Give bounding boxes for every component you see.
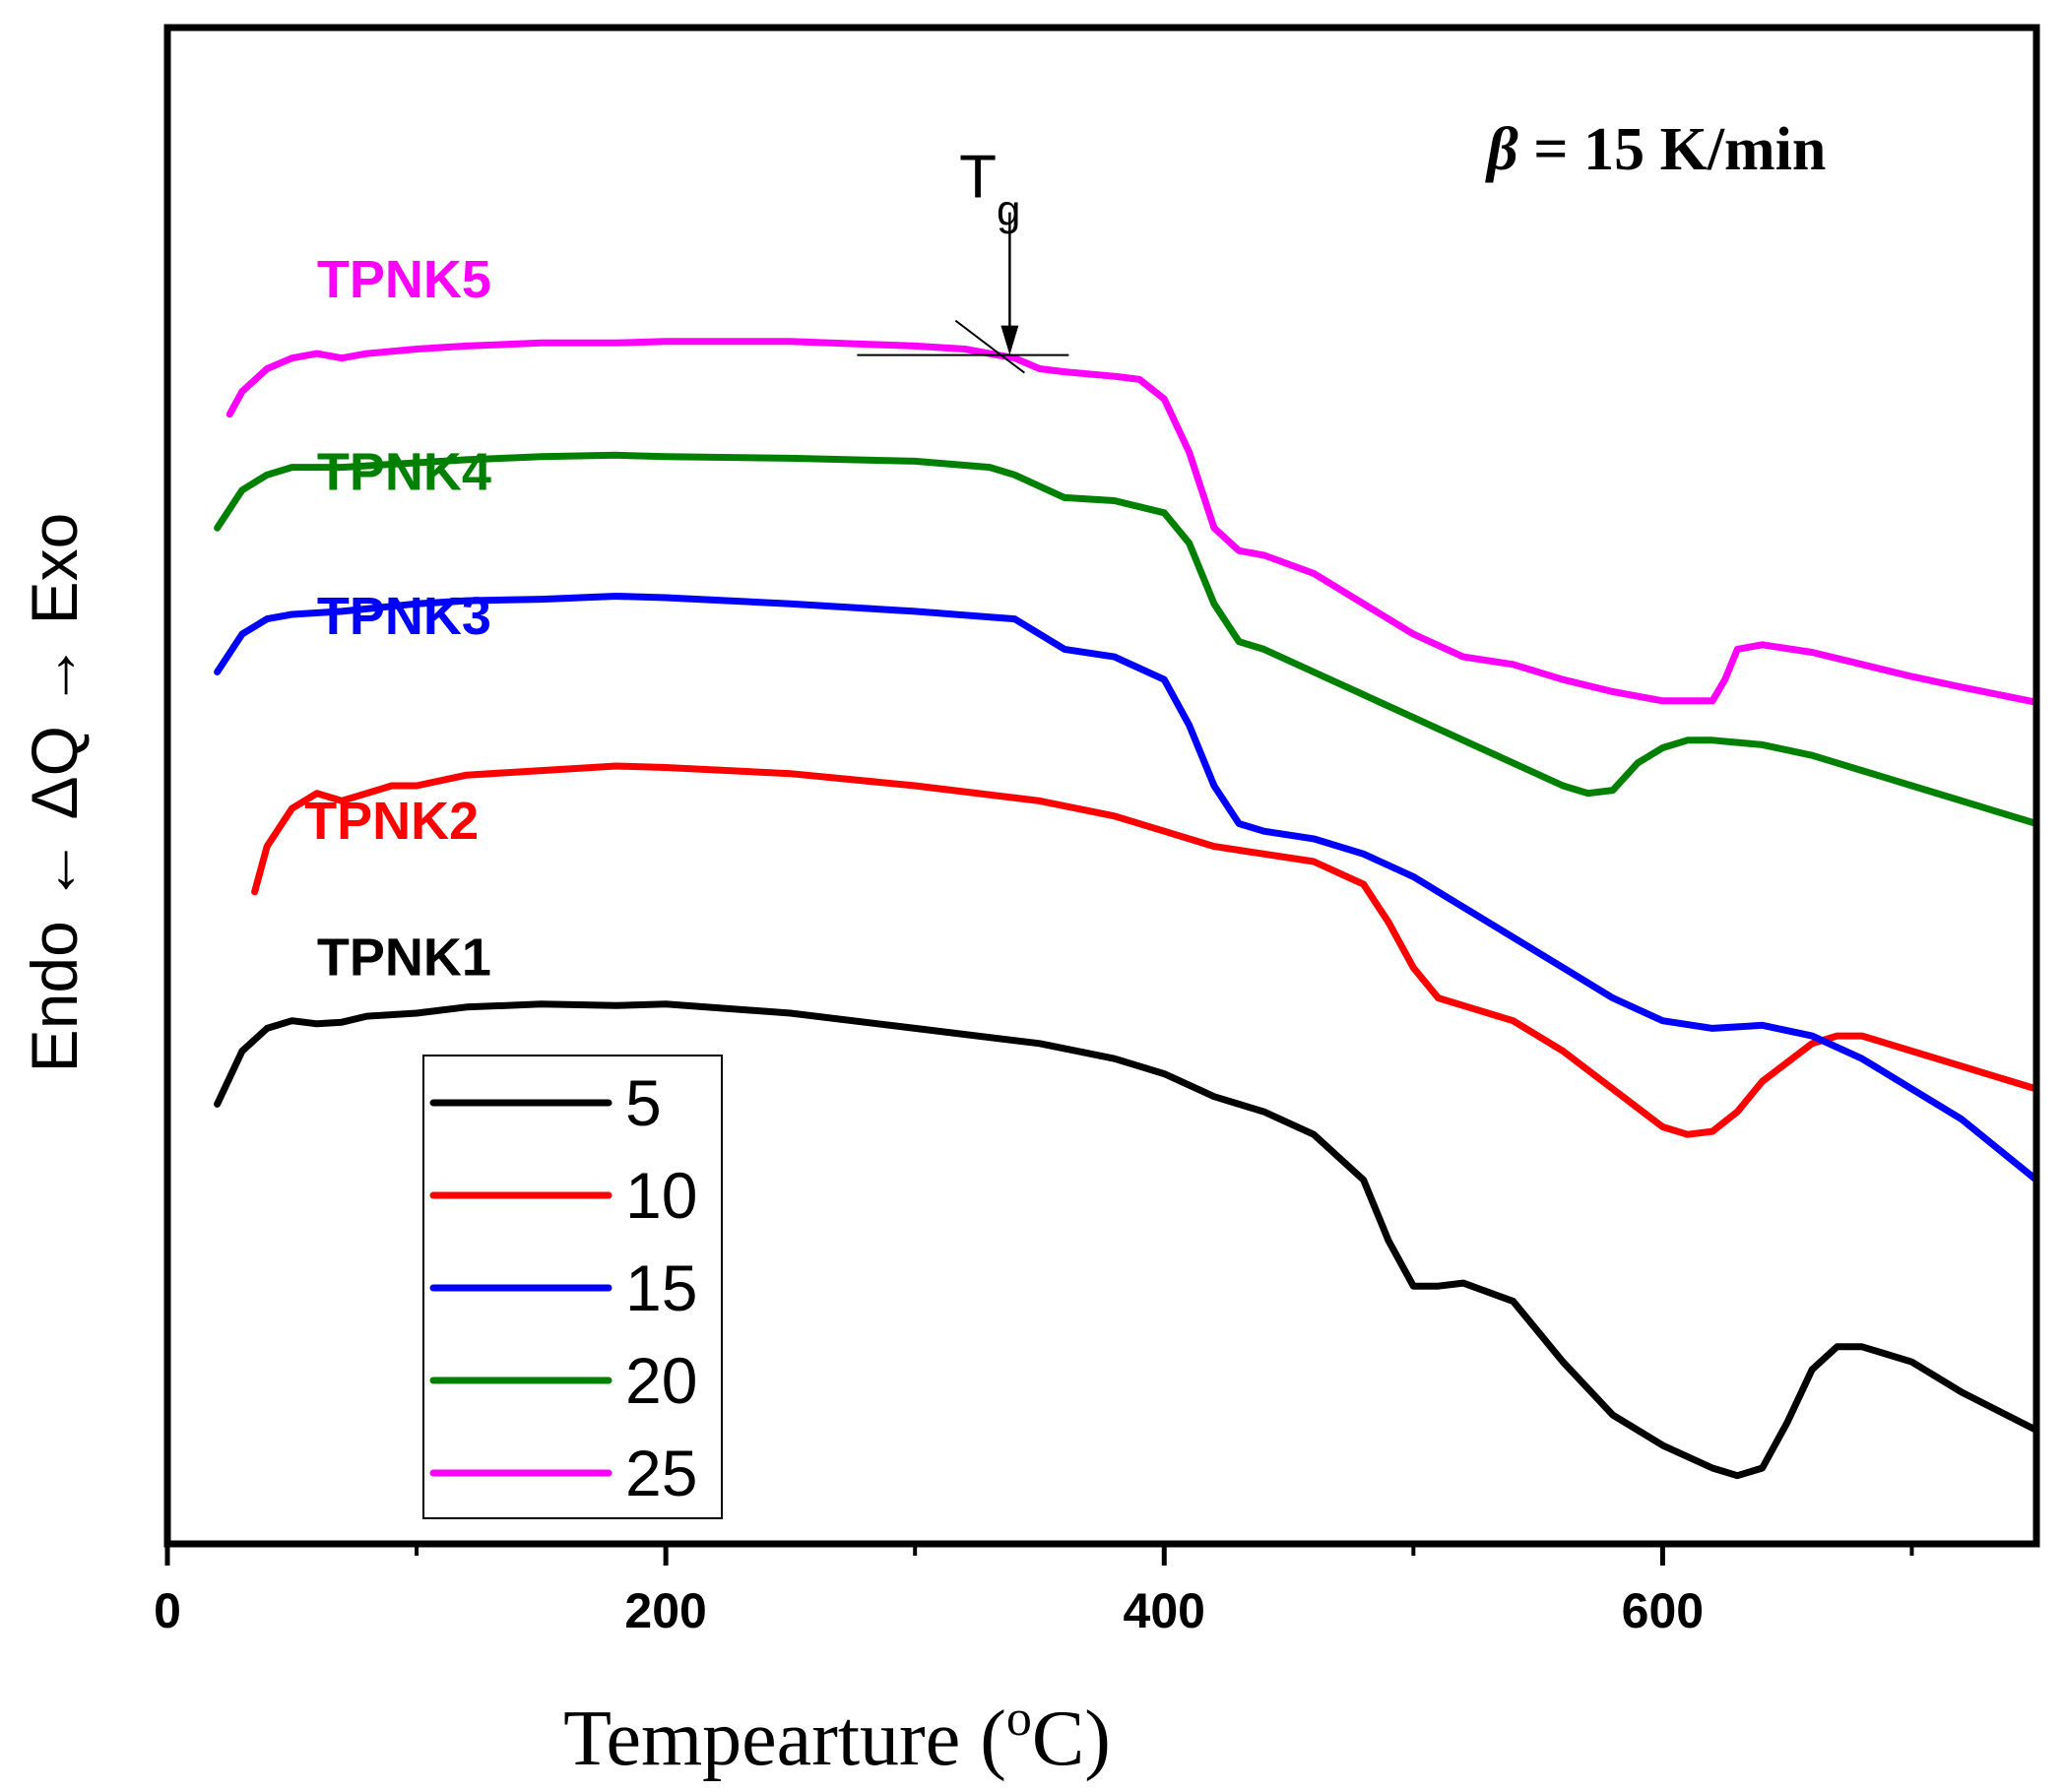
x-tick-label: 0 [154,1583,181,1638]
series-label-tpnk1: TPNK1 [317,928,491,988]
x-tick-label: 600 [1622,1583,1704,1638]
legend-entry-label: 15 [625,1251,697,1324]
y-axis-label: Endo ← ΔQ → Exo [18,513,91,1073]
x-axis-label-tail: C) [1032,1696,1111,1782]
legend-entry-label: 5 [625,1066,662,1139]
series-layer [214,338,2040,1480]
heating-rate-annotation: β = 15 K/min [1485,116,1826,183]
series-line-tpnk3 [214,593,2040,1184]
beta-symbol: β [1485,116,1518,183]
series-label-tpnk4: TPNK4 [317,443,491,502]
legend-entry-label: 25 [625,1437,697,1509]
series-label-tpnk5: TPNK5 [317,250,491,309]
series-label-tpnk2: TPNK2 [304,792,479,851]
series-line-tpnk1 [214,1000,2040,1480]
series-line-tpnk5 [226,338,2040,706]
legend: 5 10 15 20 25 [422,1055,723,1519]
x-axis-label-main: Tempearture ( [563,1696,1006,1782]
x-axis: 0 200 400 600 [154,1544,1914,1638]
series-line-tpnk2 [251,762,2040,1138]
series-labels: TPNK1 TPNK2 TPNK3 TPNK4 TPNK5 [304,250,491,987]
tg-annotation: Tg [857,144,1069,374]
series-label-tpnk3: TPNK3 [317,587,491,646]
legend-entry-label: 20 [625,1344,697,1417]
tg-label-subscript: g [997,187,1020,235]
series-line-tpnk4 [214,451,2040,827]
x-axis-label-superscript: o [1006,1691,1032,1747]
tg-label-main: T [959,144,997,212]
heating-rate-value: = 15 K/min [1518,116,1827,183]
x-axis-label: Tempearture (oC) [563,1691,1111,1782]
legend-entry-label: 10 [625,1159,697,1232]
tg-inflection-tangent [954,319,1025,374]
plot-frame [163,24,2040,1548]
x-tick-label: 400 [1124,1583,1205,1638]
tg-label: Tg [959,144,1020,235]
tg-arrow-head [1000,325,1019,355]
x-tick-label: 200 [624,1583,706,1638]
